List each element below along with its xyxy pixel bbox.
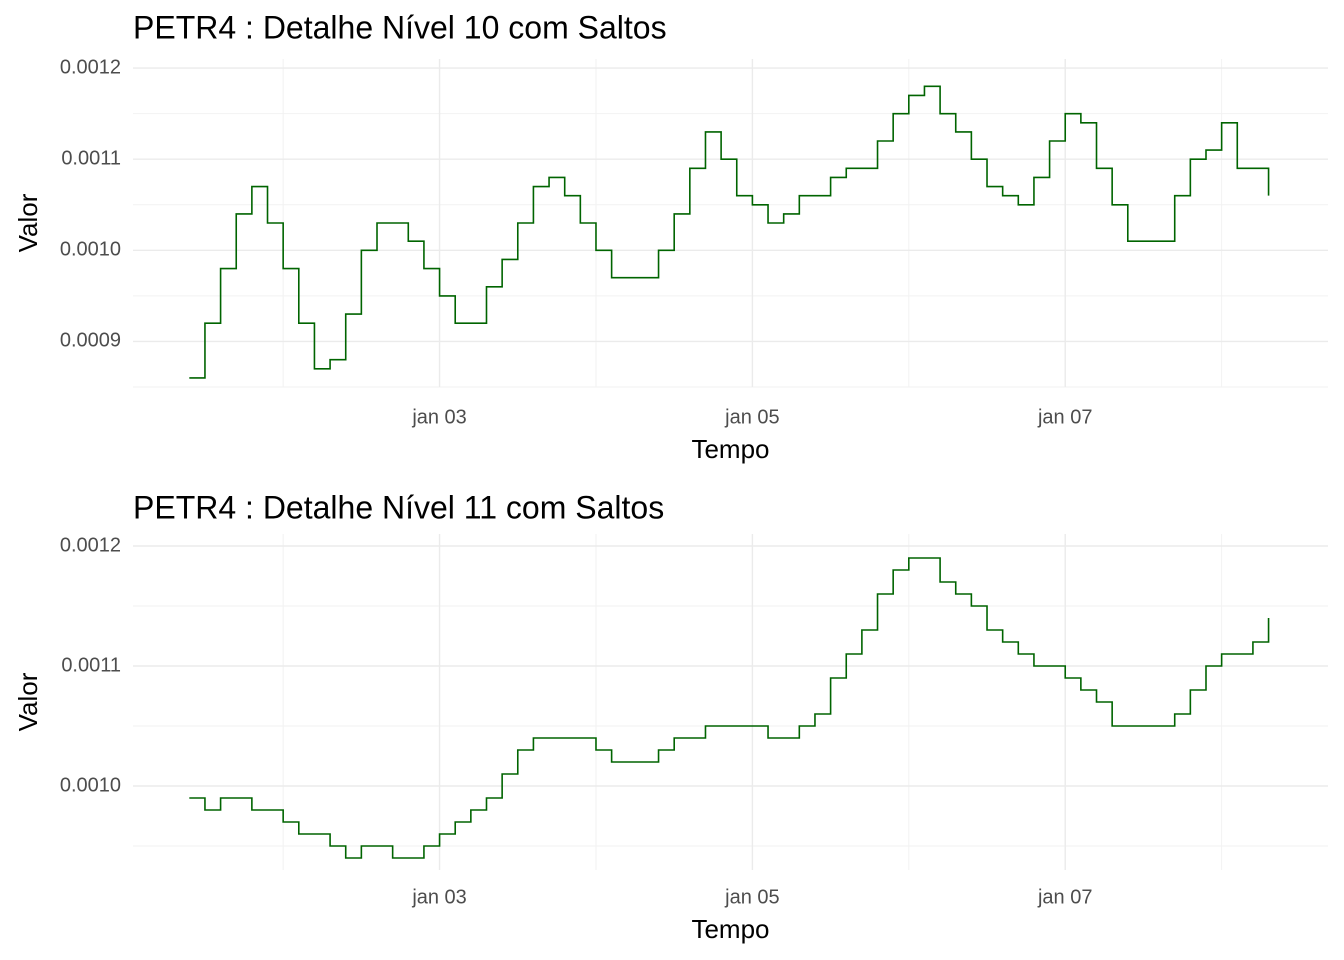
y-tick-label: 0.0010 (60, 239, 121, 261)
step-line (189, 85, 1270, 379)
y-axis-title: Valor (13, 193, 43, 252)
step-line (189, 557, 1270, 859)
y-tick-label: 0.0011 (61, 654, 121, 676)
x-axis-title: Tempo (691, 914, 769, 944)
y-tick-label: 0.0009 (60, 330, 121, 352)
x-tick-label: jan 03 (411, 406, 467, 428)
x-tick-label: jan 05 (724, 886, 780, 908)
y-tick-label: 0.0011 (61, 148, 121, 170)
chart-title: PETR4 : Detalhe Nível 10 com Saltos (133, 9, 667, 45)
chart-title: PETR4 : Detalhe Nível 11 com Saltos (133, 489, 664, 525)
x-axis-title: Tempo (691, 434, 769, 464)
y-tick-label: 0.0012 (60, 534, 121, 556)
x-tick-label: jan 05 (724, 406, 780, 428)
y-tick-label: 0.0012 (60, 56, 121, 78)
y-axis-title: Valor (13, 672, 43, 731)
x-tick-label: jan 07 (1037, 886, 1093, 908)
x-tick-label: jan 07 (1037, 406, 1093, 428)
y-tick-label: 0.0010 (60, 774, 121, 796)
x-tick-label: jan 03 (411, 886, 467, 908)
